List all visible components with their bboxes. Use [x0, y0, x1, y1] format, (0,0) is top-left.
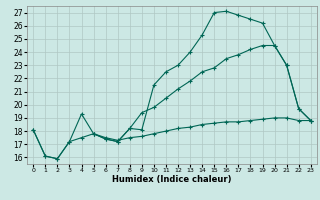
X-axis label: Humidex (Indice chaleur): Humidex (Indice chaleur) [112, 175, 232, 184]
